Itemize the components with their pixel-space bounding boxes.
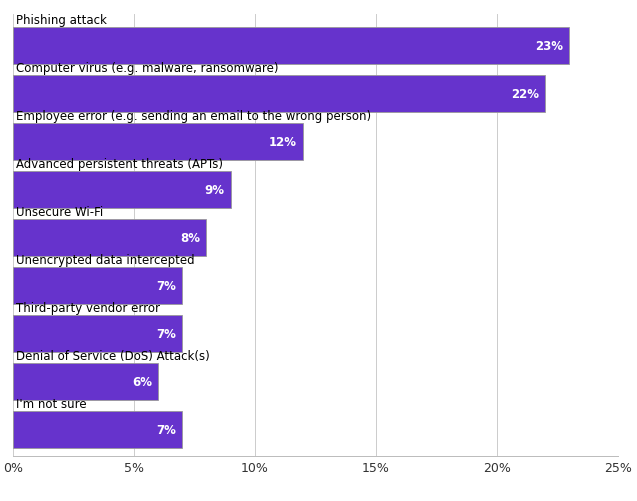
Bar [13,411,182,448]
Bar [13,28,569,65]
Text: Third-party vendor error: Third-party vendor error [17,301,161,314]
Text: 7%: 7% [156,279,176,292]
Text: I'm not sure: I'm not sure [17,397,87,410]
Text: 8%: 8% [180,231,200,244]
Bar [13,76,545,113]
Bar [13,123,303,161]
Text: 7%: 7% [156,423,176,436]
Text: Computer virus (e.g. malware, ransomware): Computer virus (e.g. malware, ransomware… [17,62,279,75]
Bar [13,363,158,400]
Text: Denial of Service (DoS) Attack(s): Denial of Service (DoS) Attack(s) [17,349,210,362]
Bar [13,219,206,257]
Text: 7%: 7% [156,327,176,340]
Text: 22%: 22% [512,88,539,101]
Text: Unsecure Wi-Fi: Unsecure Wi-Fi [17,205,104,218]
Text: 12%: 12% [269,136,297,148]
Text: 6%: 6% [132,375,152,388]
Text: Advanced persistent threats (APTs): Advanced persistent threats (APTs) [17,157,224,170]
Text: 9%: 9% [204,183,225,196]
Text: Unencrypted data intercepted: Unencrypted data intercepted [17,253,195,266]
Bar [13,315,182,352]
Text: Phishing attack: Phishing attack [17,14,107,27]
Text: Employee error (e.g. sending an email to the wrong person): Employee error (e.g. sending an email to… [17,109,371,122]
Bar [13,171,231,208]
Text: 23%: 23% [536,40,564,53]
Bar [13,267,182,305]
